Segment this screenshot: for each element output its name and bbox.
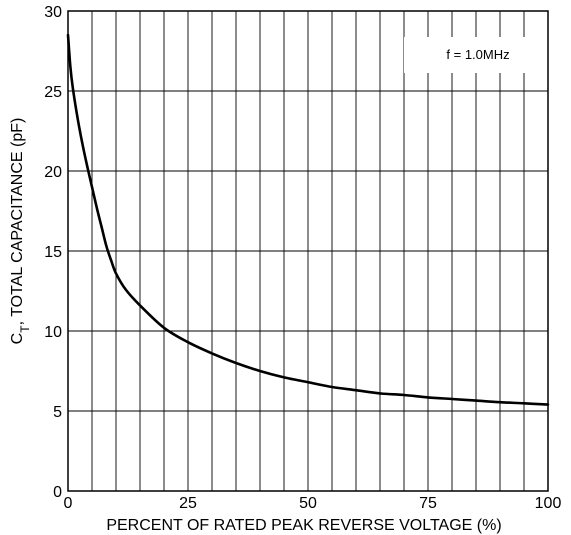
y-tick-label: 25	[44, 84, 62, 101]
y-tick-label: 0	[53, 484, 62, 501]
y-tick-label: 20	[44, 164, 62, 181]
x-tick-label: 0	[64, 495, 73, 512]
annotation-frequency: f = 1.0MHz	[446, 47, 509, 62]
annotation-background	[404, 37, 544, 73]
annotation-box: f = 1.0MHz	[404, 37, 544, 73]
series	[66, 33, 550, 406]
x-tick-label: 100	[535, 495, 562, 512]
grid	[68, 11, 548, 491]
y-axis-title-subscript: T	[18, 325, 32, 333]
y-axis-title: CT, TOTAL CAPACITANCE (pF)	[9, 118, 32, 345]
y-tick-label: 15	[44, 244, 62, 261]
plot-frame	[67, 10, 549, 492]
y-axis-title-rest: , TOTAL CAPACITANCE (pF)	[9, 118, 26, 326]
x-tick-label: 25	[179, 495, 197, 512]
y-tick-label: 30	[44, 4, 62, 21]
x-axis-title: PERCENT OF RATED PEAK REVERSE VOLTAGE (%…	[106, 517, 501, 534]
y-tick-label: 5	[53, 404, 62, 421]
y-axis-title-main: C	[9, 333, 26, 345]
y-tick-label: 10	[44, 324, 62, 341]
capacitance-curve	[66, 33, 550, 406]
x-tick-label: 75	[419, 495, 437, 512]
tick-labels: 0 25 50 75 100 0 5 10 15 20 25 30	[44, 4, 561, 512]
x-tick-label: 50	[299, 495, 317, 512]
